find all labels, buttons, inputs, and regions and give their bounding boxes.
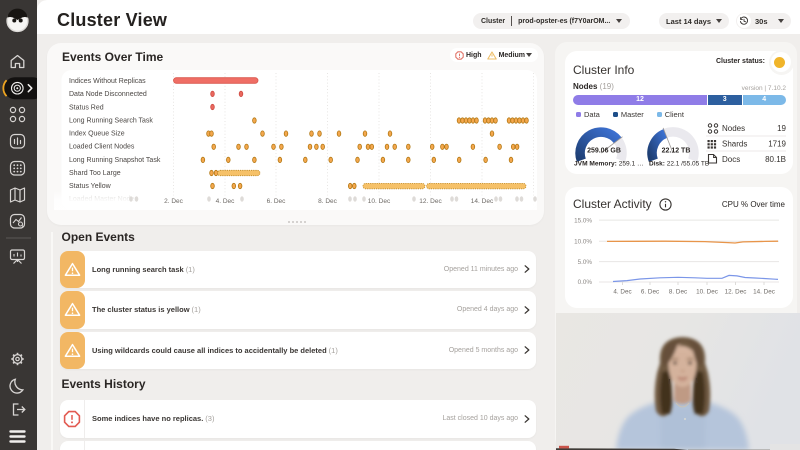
svg-text:19: 19 <box>777 124 786 133</box>
svg-text:12. Dec: 12. Dec <box>419 198 442 205</box>
svg-text:8. Dec: 8. Dec <box>318 198 338 205</box>
svg-text:14. Dec: 14. Dec <box>471 198 494 205</box>
svg-text:JVM Memory: 259.1 …: JVM Memory: 259.1 … <box>574 161 644 168</box>
svg-text:Long Running Search Task: Long Running Search Task <box>69 117 153 124</box>
svg-text:6. Dec: 6. Dec <box>267 198 287 205</box>
svg-text:8. Dec: 8. Dec <box>669 289 687 296</box>
svg-text:Indices Without Replicas: Indices Without Replicas <box>69 78 146 85</box>
svg-text:Loaded Client Nodes: Loaded Client Nodes <box>69 144 135 151</box>
svg-text:5.0%: 5.0% <box>578 259 593 266</box>
svg-text:Docs: Docs <box>722 155 740 164</box>
svg-text:Status Red: Status Red <box>69 104 104 111</box>
svg-text:10.0%: 10.0% <box>574 238 592 245</box>
svg-text:10. Dec: 10. Dec <box>696 289 718 296</box>
svg-text:4. Dec: 4. Dec <box>216 198 236 205</box>
svg-text:22.12 TB: 22.12 TB <box>662 148 691 155</box>
svg-text:Shards: Shards <box>722 140 747 149</box>
svg-text:80.1B: 80.1B <box>765 155 786 164</box>
svg-text:4. Dec: 4. Dec <box>613 289 631 296</box>
svg-text:1719: 1719 <box>768 140 786 149</box>
svg-text:Data Node Disconnected: Data Node Disconnected <box>69 91 147 98</box>
svg-text:259.06 GB: 259.06 GB <box>587 148 621 155</box>
svg-text:Long Running Snapshot Task: Long Running Snapshot Task <box>69 157 161 164</box>
svg-text:0.0%: 0.0% <box>578 279 593 286</box>
svg-text:12. Dec: 12. Dec <box>725 289 747 296</box>
svg-text:10. Dec: 10. Dec <box>368 198 391 205</box>
svg-text:2. Dec: 2. Dec <box>164 198 184 205</box>
svg-text:6. Dec: 6. Dec <box>641 289 659 296</box>
svg-text:Index Queue Size: Index Queue Size <box>69 131 125 138</box>
svg-text:Shard Too Large: Shard Too Large <box>69 170 121 177</box>
svg-text:Nodes: Nodes <box>722 124 745 133</box>
svg-text:14. Dec: 14. Dec <box>753 289 775 296</box>
svg-text:Status Yellow: Status Yellow <box>69 183 112 190</box>
svg-text:Disk: 22.1 /55.05 TB: Disk: 22.1 /55.05 TB <box>649 161 709 168</box>
svg-text:15.0%: 15.0% <box>574 217 592 224</box>
